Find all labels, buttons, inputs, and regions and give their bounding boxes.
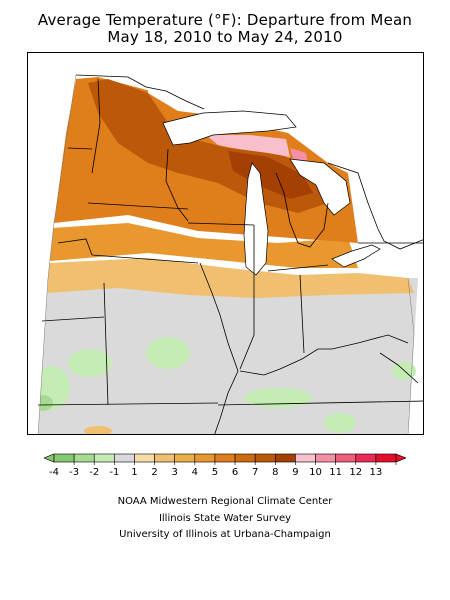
legend-label: 2 [151,467,157,478]
credit-noaa: NOAA Midwestern Regional Climate Center [117,496,333,507]
map-title: Average Temperature (°F): Departure from… [37,11,413,29]
nd-mn-line [91,78,101,174]
wi-il-line [187,222,255,226]
legend-canvas: -4 -3 -2 -1 1 2 3 4 5 6 7 8 9 10 11 12 13 [43,453,407,478]
legend-label: 11 [329,467,342,478]
legend-swatch [234,453,256,463]
lake-superior [162,110,297,146]
mn-wi-line [165,148,189,222]
legend-label: 4 [192,467,198,478]
legend-arrow-left [43,453,55,463]
legend-label: 10 [309,467,322,478]
legend-label: 13 [370,467,383,478]
legend-arrow-right [395,453,407,463]
legend-label: -2 [89,467,99,478]
data-field [28,53,423,434]
legend-label: 3 [172,467,178,478]
mo-ar-line [37,402,219,406]
color-scale-legend: -4 -3 -2 -1 1 2 3 4 5 6 7 8 9 10 11 12 13 [43,452,407,478]
legend-label: -3 [69,467,79,478]
lake-michigan [243,162,269,276]
warm-3-4-zone [50,223,358,268]
legend-label: -4 [49,467,59,478]
legend-swatch [254,453,276,463]
legend-label: 9 [292,467,298,478]
legend-swatch [335,453,357,463]
ne-ks-line [41,316,105,322]
legend-label: 1 [131,467,137,478]
legend-label: 8 [272,467,278,478]
legend-swatch [355,453,377,463]
map-date-range: May 18, 2010 to May 24, 2010 [107,28,343,46]
legend-swatch [154,453,176,463]
warm-9-10-zone [206,135,290,157]
legend-swatch [53,453,75,463]
in-oh-line [299,274,305,354]
cool-patch [146,337,190,369]
credit-uiuc: University of Illinois at Urbana-Champai… [119,529,331,540]
data-domain-outline-east [407,277,415,434]
legend-swatch [214,453,236,463]
legend-swatch [93,453,115,463]
map-canvas [28,53,423,434]
legend-swatch [194,453,216,463]
near-normal-zone [38,278,418,434]
legend-swatch [174,453,196,463]
warm-8-core [228,151,313,199]
mi-oh-line [267,264,329,272]
legend-label: 7 [252,467,258,478]
legend-swatch [73,453,95,463]
ia-mo-line [91,254,199,264]
nd-sd-line [67,147,93,150]
legend-label: -1 [109,467,119,478]
ohio-river [239,334,409,376]
lake-erie [331,244,381,268]
cool-patch [68,349,112,377]
legend-label: 6 [232,467,238,478]
mississippi-river [199,262,239,434]
legend-swatch [375,453,397,463]
legend-swatch [315,453,336,463]
no-data-north [148,53,423,243]
data-domain-outline [37,74,77,434]
mi-peninsula [275,172,329,248]
il-in-line [239,225,255,370]
warm-patch [84,426,112,434]
no-data-west [28,53,78,434]
sd-ne-line [57,238,93,256]
legend-label: 5 [212,467,218,478]
temperature-departure-map [27,52,424,435]
mn-ia-line [87,202,189,210]
warm-1-2-zone [48,258,414,298]
cool-patch [244,388,312,408]
ky-tn-line [217,400,423,406]
cool-patch [324,413,356,433]
ks-mo-line [103,282,109,406]
legend-swatch [274,453,296,463]
international-border [75,74,205,110]
legend-swatch [134,453,155,463]
canada-coast [327,162,423,250]
legend-swatch [295,453,316,463]
lake-huron [289,158,351,216]
legend-label: 12 [349,467,362,478]
legend-swatch [114,453,135,463]
credit-isws: Illinois State Water Survey [158,513,292,524]
